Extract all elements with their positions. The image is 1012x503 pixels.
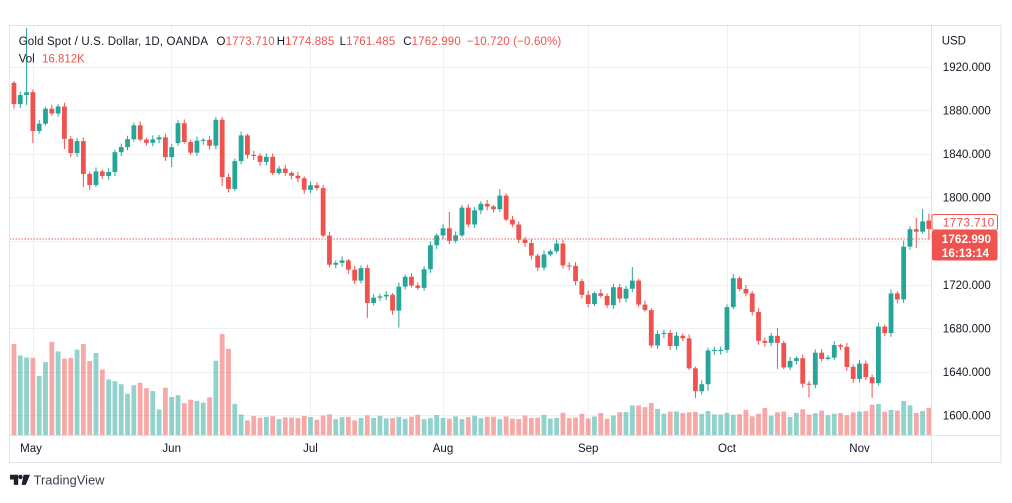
svg-text:1600.000: 1600.000	[943, 411, 991, 423]
svg-text:USD: USD	[942, 36, 966, 48]
svg-text:Gold Spot / U.S. Dollar, 1D, O: Gold Spot / U.S. Dollar, 1D, OANDA O1773.…	[19, 36, 562, 48]
svg-text:1762.990: 1762.990	[942, 232, 992, 246]
svg-text:1773.710: 1773.710	[943, 215, 995, 229]
svg-text:1880.000: 1880.000	[943, 106, 991, 118]
svg-text:Sep: Sep	[578, 443, 598, 455]
svg-text:Jul: Jul	[303, 443, 318, 455]
svg-text:TradingView: TradingView	[34, 474, 106, 488]
svg-text:1680.000: 1680.000	[943, 324, 991, 336]
svg-text:1640.000: 1640.000	[943, 367, 991, 379]
svg-text:16:13:14: 16:13:14	[942, 246, 990, 260]
svg-text:1800.000: 1800.000	[943, 193, 991, 205]
svg-text:1920.000: 1920.000	[943, 62, 991, 74]
svg-text:Nov: Nov	[849, 443, 870, 455]
svg-text:Vol 16.812K: Vol 16.812K	[19, 54, 85, 66]
svg-text:1840.000: 1840.000	[943, 149, 991, 161]
svg-text:May: May	[20, 443, 42, 455]
svg-text:Jun: Jun	[162, 443, 181, 455]
svg-text:Oct: Oct	[718, 443, 737, 455]
svg-text:1720.000: 1720.000	[943, 280, 991, 292]
svg-text:Aug: Aug	[433, 443, 453, 455]
